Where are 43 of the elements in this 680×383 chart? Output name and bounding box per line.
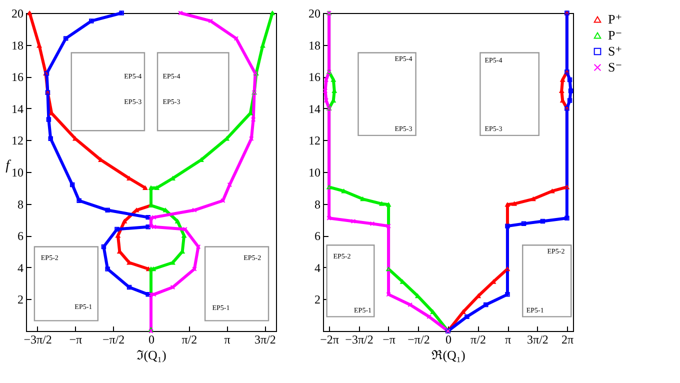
legend-label: P⁺ <box>608 12 622 26</box>
x-tick-label: 3π/2 <box>527 332 548 346</box>
legend-label: S⁺ <box>608 44 622 58</box>
x-tick-label: π <box>504 332 512 346</box>
legend-label: S⁻ <box>608 60 622 74</box>
x-tick-label: −π/2 <box>102 332 125 346</box>
x-tick-label: −3π/2 <box>24 332 52 346</box>
y-tick-label: 2 <box>314 292 320 307</box>
y-tick-label: 4 <box>314 260 320 275</box>
y-tick-label: 2 <box>18 292 24 307</box>
y-tick-label: 20 <box>308 6 320 20</box>
y-tick-label: 20 <box>12 6 24 20</box>
x-axis-title: ℜ(Q₁) <box>432 348 466 362</box>
y-tick-label: 18 <box>308 38 320 52</box>
y-tick-label: 8 <box>314 197 320 212</box>
x-tick-label: −2π <box>320 332 339 346</box>
y-tick-label: 16 <box>308 70 320 84</box>
x-tick-label: 0 <box>148 332 154 346</box>
x-tick-label: −π <box>382 332 396 346</box>
y-tick-label: 18 <box>12 38 24 52</box>
x-tick-label: π <box>224 332 230 346</box>
y-tick-label: 14 <box>308 102 320 116</box>
x-tick-label: −3π/2 <box>345 332 374 346</box>
legend-label: P⁻ <box>608 28 622 42</box>
y-tick-label: 10 <box>308 166 320 180</box>
x-tick-label: π/2 <box>470 332 486 346</box>
y-tick-label: 8 <box>18 197 24 212</box>
x-tick-label: −π/2 <box>408 332 430 346</box>
y-tick-label: 6 <box>18 229 24 244</box>
y-tick-label: 12 <box>308 134 320 148</box>
x-tick-label: 2π <box>561 332 574 346</box>
x-tick-label: 3π/2 <box>254 332 276 346</box>
y-tick-label: 10 <box>12 166 24 180</box>
y-tick-label: 14 <box>12 102 24 116</box>
y-tick-label: 12 <box>12 134 24 148</box>
y-axis-title: f <box>6 158 12 174</box>
x-tick-label: π/2 <box>182 332 198 346</box>
y-tick-label: 16 <box>12 70 24 84</box>
x-tick-label: 0 <box>446 332 452 346</box>
x-axis-title: ℑ(Q₁) <box>136 348 166 362</box>
x-tick-label: −π <box>69 332 82 346</box>
y-tick-label: 4 <box>18 260 24 275</box>
y-tick-label: 6 <box>314 229 320 244</box>
